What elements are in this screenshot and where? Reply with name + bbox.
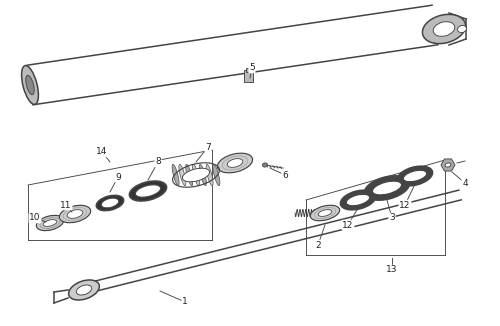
Ellipse shape [76,285,92,295]
Ellipse shape [22,66,38,104]
Ellipse shape [404,170,426,182]
Text: 14: 14 [96,147,108,156]
Ellipse shape [206,164,213,186]
Ellipse shape [172,164,179,186]
Ellipse shape [433,22,455,36]
Ellipse shape [67,210,83,218]
Ellipse shape [318,210,332,216]
Text: 12: 12 [342,220,353,230]
Ellipse shape [227,159,243,167]
Ellipse shape [76,285,84,295]
Text: 8: 8 [155,157,161,167]
Text: 6: 6 [282,170,288,180]
Ellipse shape [26,75,34,95]
Text: 2: 2 [315,241,321,249]
Ellipse shape [43,220,57,226]
FancyBboxPatch shape [244,70,253,82]
Ellipse shape [36,215,64,230]
Ellipse shape [398,166,432,186]
Ellipse shape [364,176,410,200]
Ellipse shape [182,168,210,182]
Text: 3: 3 [389,214,395,223]
Ellipse shape [218,153,252,173]
Ellipse shape [262,163,268,167]
Ellipse shape [68,280,100,300]
Text: 7: 7 [205,142,211,152]
Ellipse shape [310,205,340,221]
Ellipse shape [186,164,192,186]
Text: 10: 10 [29,214,41,223]
Ellipse shape [346,194,370,206]
Text: 11: 11 [60,200,72,210]
Ellipse shape [445,163,451,167]
Text: 5: 5 [249,64,255,72]
Ellipse shape [372,181,402,195]
Ellipse shape [60,205,90,223]
Ellipse shape [136,185,160,197]
Ellipse shape [96,195,124,211]
Text: 9: 9 [115,172,121,182]
Ellipse shape [200,164,206,186]
Ellipse shape [101,198,119,208]
Text: 4: 4 [462,179,468,187]
Ellipse shape [422,14,466,44]
Ellipse shape [179,164,186,186]
Ellipse shape [130,181,166,201]
Text: 1: 1 [182,298,188,306]
FancyBboxPatch shape [246,68,251,72]
Text: 13: 13 [386,265,398,274]
Ellipse shape [213,164,220,186]
Ellipse shape [458,25,466,33]
Ellipse shape [340,190,376,210]
Text: 12: 12 [400,200,410,210]
Ellipse shape [192,164,200,186]
